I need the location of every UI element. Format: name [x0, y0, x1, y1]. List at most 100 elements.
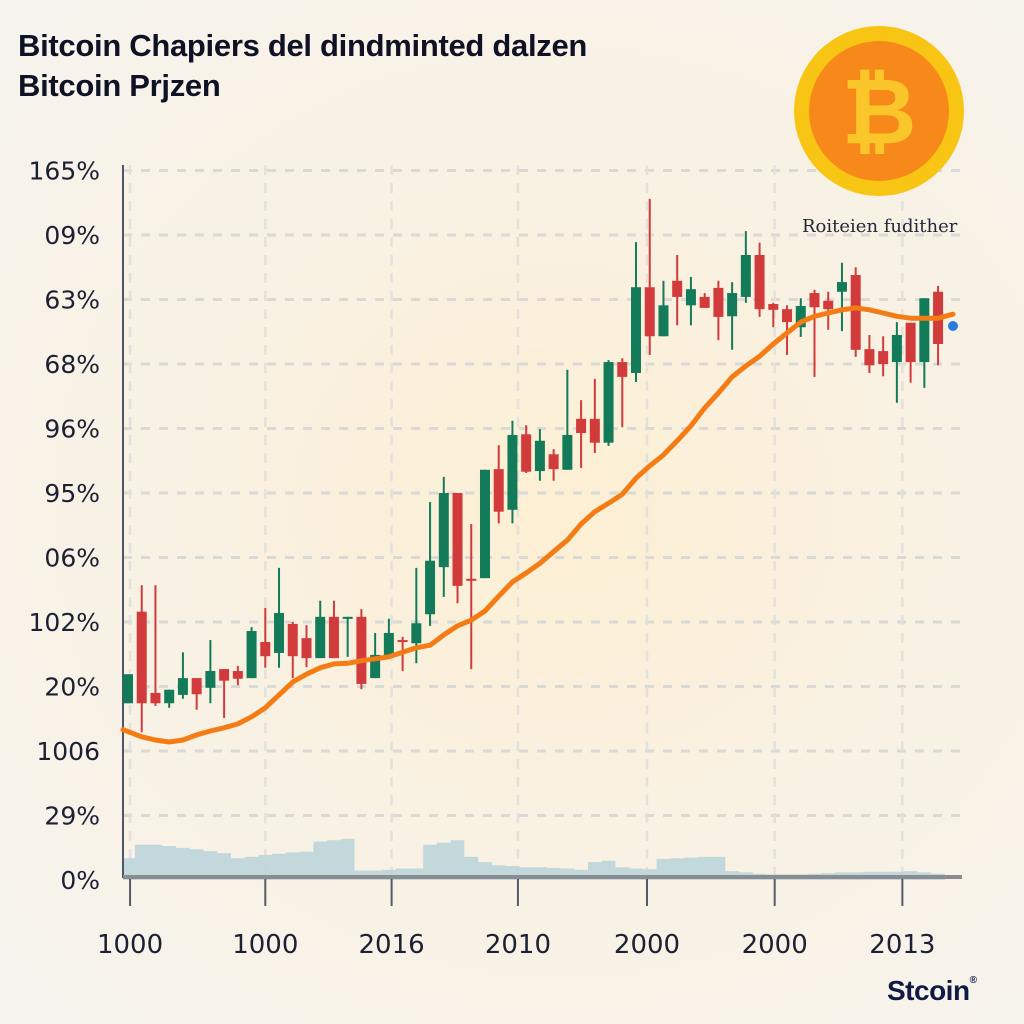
- title-line-1: Bitcoin Chapiers del dindminted dalzen: [18, 28, 588, 63]
- candle-down: [452, 493, 463, 604]
- candle-up: [383, 618, 394, 655]
- candle-body: [438, 493, 449, 568]
- y-tick-label: 0%: [60, 866, 100, 895]
- y-tick-label: 09%: [44, 221, 100, 250]
- candle-body: [479, 469, 490, 579]
- candle-body: [301, 638, 312, 659]
- candle-down: [768, 302, 779, 328]
- candle-up: [246, 627, 257, 679]
- candle-body: [836, 282, 847, 292]
- candle-up: [919, 298, 930, 388]
- candle-body: [164, 689, 175, 704]
- candle-body: [919, 298, 930, 363]
- candle-body: [521, 434, 532, 472]
- candle-up: [479, 469, 490, 579]
- candle-down: [521, 425, 532, 474]
- candle-body: [232, 671, 243, 679]
- candle-down: [493, 445, 504, 524]
- candle-down: [809, 289, 820, 377]
- candle-up: [631, 242, 642, 383]
- candle-body: [287, 623, 298, 657]
- candle-down: [672, 254, 683, 326]
- y-tick-label: 1006: [36, 737, 100, 766]
- candle-body: [191, 678, 202, 695]
- candle-down: [864, 334, 875, 374]
- candle-up: [205, 640, 216, 704]
- candle-body: [864, 349, 875, 366]
- coin-inner-disc: [809, 41, 949, 181]
- chart-title: Bitcoin Chapiers del dindminted dalzen B…: [18, 26, 587, 106]
- candle-body: [631, 287, 642, 374]
- candle-body: [713, 287, 724, 317]
- candle-body: [891, 334, 902, 363]
- candle-up: [342, 616, 353, 657]
- candle-body: [905, 322, 916, 363]
- candle-body: [205, 671, 216, 688]
- candle-down: [548, 449, 559, 481]
- candle-up: [274, 567, 285, 668]
- candle-up: [603, 360, 614, 446]
- candle-down: [260, 607, 271, 668]
- y-tick-label: 63%: [44, 286, 100, 315]
- candle-up: [177, 652, 188, 699]
- y-tick-label: 95%: [44, 479, 100, 508]
- y-tick-label: 06%: [44, 544, 100, 573]
- candle-body: [740, 254, 751, 297]
- candle-body: [644, 287, 655, 337]
- candle-down: [150, 585, 161, 706]
- x-tick-label: 2000: [614, 930, 680, 960]
- candle-body: [850, 274, 861, 350]
- candle-down: [754, 242, 765, 317]
- candle-body: [534, 440, 545, 472]
- candle-down: [878, 336, 889, 377]
- candle-body: [823, 300, 834, 310]
- candle-down: [356, 609, 367, 690]
- x-tick-label: 2016: [359, 930, 425, 960]
- title-line-2: Bitcoin Prjzen: [18, 68, 221, 103]
- registered-mark: ®: [969, 975, 977, 986]
- tick-labels: 0% 29% 1006 20% 102% 06% 95% 96% 68% 63% 09% 165% 10…: [29, 157, 936, 961]
- moving-average-path: [120, 305, 956, 745]
- candle-body: [123, 674, 133, 704]
- candle-body: [425, 560, 436, 615]
- candle-down: [219, 669, 230, 719]
- candle-body: [617, 362, 628, 377]
- x-tick-label: 2000: [742, 930, 808, 960]
- volume-area: [123, 838, 945, 880]
- candle-up: [315, 600, 326, 659]
- candle-body: [383, 632, 394, 655]
- y-tick-label: 96%: [44, 415, 100, 444]
- candle-body: [370, 654, 381, 679]
- candle-up: [123, 674, 133, 704]
- y-tick-label: 20%: [44, 673, 100, 702]
- candle-body: [562, 434, 573, 470]
- gridlines: [123, 165, 962, 876]
- bitcoin-coin-icon: ₿: [794, 26, 964, 196]
- series-end-marker: [948, 321, 958, 331]
- y-tick-label: 165%: [29, 157, 100, 186]
- candle-body: [754, 254, 765, 310]
- candle-down: [713, 280, 724, 341]
- candle-body: [658, 305, 669, 337]
- axes: [122, 165, 962, 906]
- candle-body: [315, 616, 326, 659]
- candle-up: [658, 280, 669, 337]
- candle-body: [672, 280, 683, 297]
- candle-up: [891, 322, 902, 403]
- candle-down: [617, 358, 628, 428]
- candle-body: [576, 418, 587, 434]
- candle-up: [740, 231, 751, 303]
- moving-average-line: [120, 305, 958, 745]
- candle-down: [232, 665, 243, 686]
- candle-down: [287, 622, 298, 679]
- candle-down: [136, 585, 147, 733]
- candle-body: [219, 669, 230, 681]
- candle-body: [507, 434, 518, 510]
- candle-body: [342, 616, 353, 619]
- candle-up: [562, 369, 573, 470]
- candle-up: [534, 429, 545, 481]
- candle-body: [589, 418, 600, 443]
- candle-up: [164, 689, 175, 708]
- candle-down: [933, 285, 944, 366]
